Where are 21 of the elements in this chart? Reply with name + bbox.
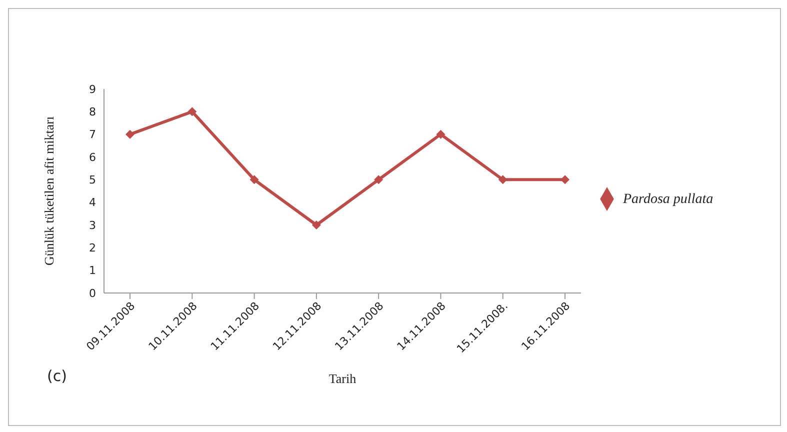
x-axis-title: Tarih xyxy=(328,371,357,386)
y-tick-label: 2 xyxy=(89,242,96,255)
y-tick-label: 0 xyxy=(89,286,96,300)
legend-label: Pardosa pullata xyxy=(623,192,714,207)
y-tick-label: 7 xyxy=(89,128,96,142)
point xyxy=(374,175,384,184)
point xyxy=(188,107,197,116)
point xyxy=(126,130,134,139)
text: (c) xyxy=(47,367,67,385)
y-tick-label: 4 xyxy=(89,196,96,210)
point xyxy=(436,130,446,139)
point xyxy=(250,175,259,184)
y-tick-label: 8 xyxy=(89,106,96,119)
y-tick-label: 3 xyxy=(89,218,96,232)
y-tick-label: 5 xyxy=(89,174,96,187)
y-tick-label: 1 xyxy=(89,264,96,278)
y-axis-title: Günlük tüketilen afit miktarı xyxy=(42,116,57,266)
y-tick-label: 6 xyxy=(89,150,96,164)
point xyxy=(312,220,321,230)
point xyxy=(560,175,570,184)
y-tick-label: 9 xyxy=(89,82,96,96)
